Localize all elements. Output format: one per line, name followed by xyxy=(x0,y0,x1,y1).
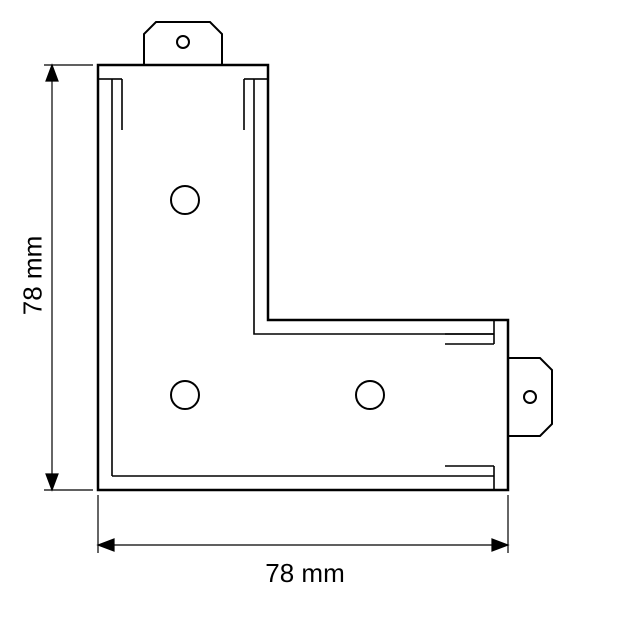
top-tab xyxy=(144,22,222,65)
l-body-outer xyxy=(98,65,508,490)
dim-label-vertical: 78 mm xyxy=(18,221,49,331)
dim-label-horizontal: 78 mm xyxy=(250,558,360,589)
hole-1 xyxy=(171,186,199,214)
hole-3 xyxy=(356,381,384,409)
drawing-container: 78 mm 78 mm xyxy=(0,0,630,630)
hole-2 xyxy=(171,381,199,409)
dim-horizontal xyxy=(98,495,508,553)
top-tab-hole xyxy=(177,36,189,48)
right-tab-hole xyxy=(524,391,536,403)
dim-vertical xyxy=(44,65,93,490)
right-tab xyxy=(508,358,552,436)
technical-drawing xyxy=(0,0,630,630)
